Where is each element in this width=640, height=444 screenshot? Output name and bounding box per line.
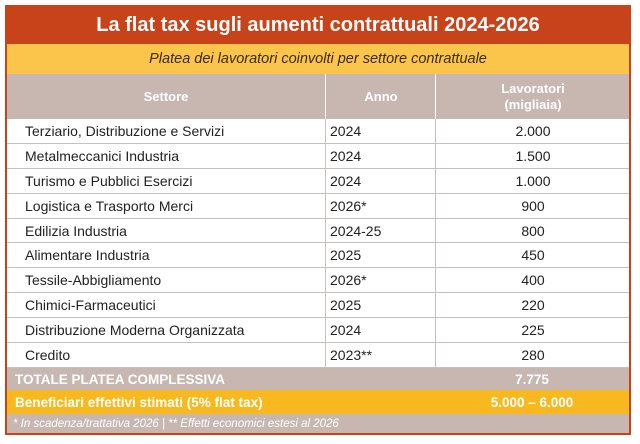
table-header: Settore Anno Lavoratori (migliaia)	[7, 74, 629, 119]
table-row: Distribuzione Moderna Organizzata 2024 225	[7, 318, 630, 344]
total-label: TOTALE PLATEA COMPLESSIVA	[15, 371, 226, 387]
header-lavoratori-line1: Lavoratori	[501, 80, 565, 96]
total-row: TOTALE PLATEA COMPLESSIVA 7.775	[7, 368, 629, 390]
cell-settore: Terziario, Distribuzione e Servizi	[25, 123, 225, 139]
cell-anno: 2024	[325, 318, 435, 343]
total-value: 7.775	[515, 371, 549, 387]
cell-anno: 2025	[325, 243, 435, 268]
table-row: Edilizia Industria 2024-25 800	[7, 218, 630, 244]
table-row: Metalmeccanici Industria 2024 1.500	[7, 143, 630, 169]
table-row: Credito 2023** 280	[7, 343, 629, 368]
table-row: Logistica e Trasporto Merci 2026* 900	[7, 193, 630, 219]
cell-settore: Turismo e Pubblici Esercizi	[25, 172, 193, 189]
cell-anno: 2024-25	[325, 218, 435, 243]
header-lavoratori-line2: (migliaia)	[504, 96, 562, 112]
cell-anno: 2025	[325, 293, 435, 318]
table-body: Terziario, Distribuzione e Servizi 2024 2.…	[7, 119, 629, 368]
header-settore: Settore	[143, 88, 189, 104]
cell-settore: Distribuzione Moderna Organizzata	[25, 322, 245, 339]
table-row: Turismo e Pubblici Esercizi 2024 1.000	[7, 168, 630, 194]
table-row: Terziario, Distribuzione e Servizi 2024 2.…	[7, 119, 629, 144]
page-subtitle: Platea dei lavoratori coinvolti per sett…	[7, 44, 629, 74]
cell-settore: Alimentare Industria	[25, 247, 150, 264]
cell-anno: 2024	[325, 119, 435, 143]
header-anno: Anno	[325, 74, 436, 119]
footnote: * In scadenza/trattativa 2026 | ** Effet…	[7, 414, 629, 433]
cell-lavoratori: 2.000	[435, 119, 630, 143]
cell-anno: 2026*	[325, 268, 435, 293]
beneficiari-value: 5.000 – 6.000	[490, 394, 574, 410]
table-row: Alimentare Industria 2025 450	[7, 243, 630, 269]
cell-settore: Edilizia Industria	[25, 222, 127, 239]
footnote-text: * In scadenza/trattativa 2026 | ** Effet…	[13, 417, 339, 430]
table-row: Chimici-Farmaceutici 2025 220	[7, 293, 630, 319]
cell-settore: Tessile-Abbigliamento	[25, 272, 162, 289]
beneficiari-row: Beneficiari effettivi stimati (5% flat t…	[7, 390, 629, 414]
cell-anno: 2026*	[325, 193, 435, 218]
cell-anno: 2023**	[325, 343, 435, 368]
cell-settore: Chimici-Farmaceutici	[25, 297, 156, 314]
cell-lavoratori: 225	[435, 318, 630, 343]
table-row: Tessile-Abbigliamento 2026* 400	[7, 268, 630, 294]
cell-lavoratori: 450	[435, 243, 630, 268]
cell-anno: 2024	[325, 143, 435, 168]
page-title: La flat tax sugli aumenti contrattuali 2…	[7, 7, 629, 44]
cell-lavoratori: 1.500	[435, 143, 630, 168]
infographic-frame: La flat tax sugli aumenti contrattuali 2…	[5, 5, 631, 435]
cell-settore: Credito	[25, 347, 71, 364]
cell-anno: 2024	[325, 168, 435, 193]
cell-settore: Metalmeccanici Industria	[25, 147, 180, 164]
cell-lavoratori: 800	[435, 218, 630, 243]
cell-settore: Logistica e Trasporto Merci	[25, 197, 194, 214]
header-lavoratori: Lavoratori (migliaia)	[435, 74, 630, 119]
cell-lavoratori: 400	[435, 268, 630, 293]
cell-lavoratori: 280	[435, 343, 630, 368]
cell-lavoratori: 1.000	[435, 168, 630, 193]
beneficiari-label: Beneficiari effettivi stimati (5% flat t…	[15, 394, 263, 410]
cell-lavoratori: 900	[435, 193, 630, 218]
cell-lavoratori: 220	[435, 293, 630, 318]
